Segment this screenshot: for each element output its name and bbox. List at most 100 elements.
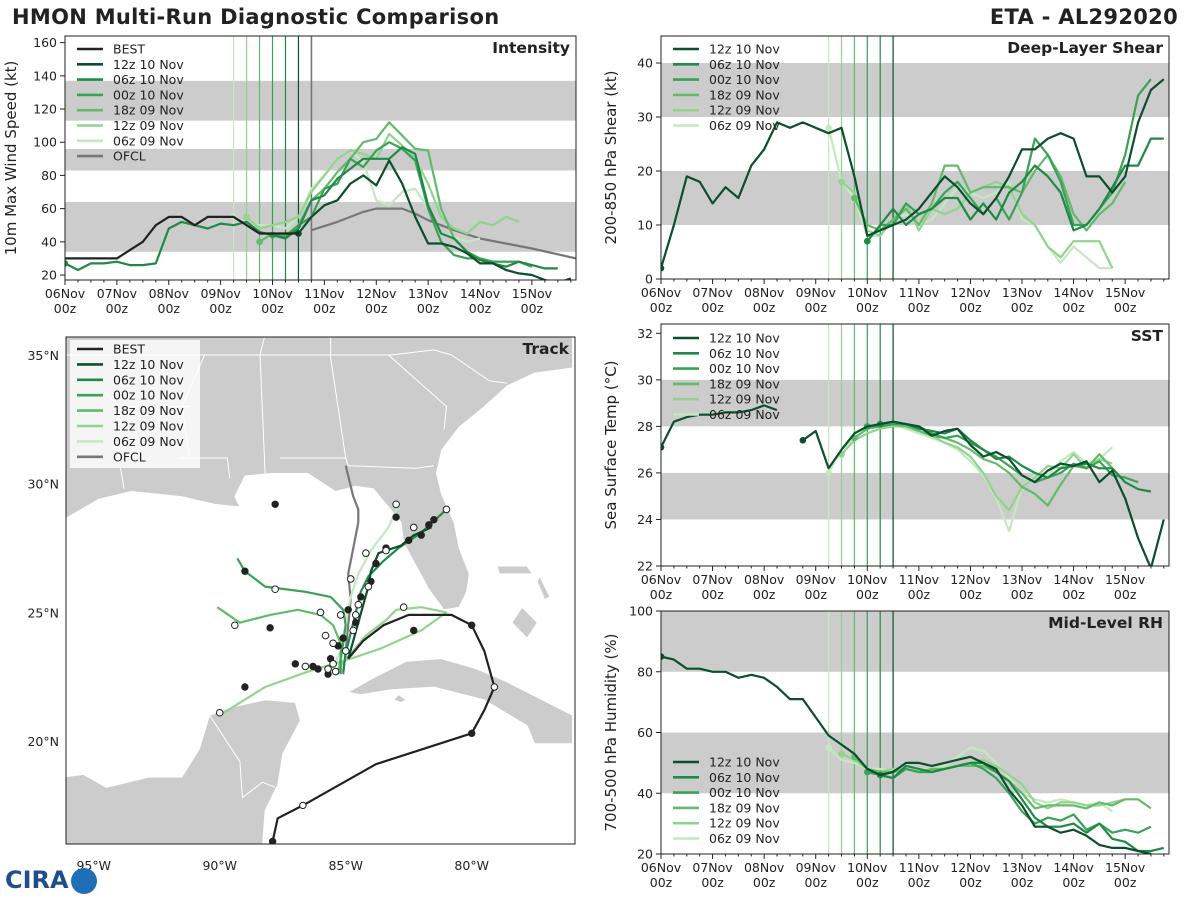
shear-x-tick-sublabel: 00z	[650, 300, 673, 315]
forecast-point-filled	[425, 521, 433, 529]
forecast-point-open	[346, 575, 355, 583]
track-legend-label: 06z 09 Nov	[113, 434, 184, 449]
shear-init-point-12z-09-nov	[838, 178, 845, 186]
track-frame	[65, 336, 576, 845]
forecast-point-filled	[352, 618, 360, 627]
state-border-fl	[280, 457, 434, 469]
belize-border	[242, 781, 276, 799]
cuba-landmass	[347, 658, 573, 745]
intensity-y-tick-label: 40	[41, 234, 57, 249]
forecast-point-open	[316, 608, 325, 617]
sst-x-tick-label: 12Nov	[950, 572, 991, 587]
sst-legend-label: 00z 10 Nov	[709, 361, 780, 376]
shear-x-tick-label: 11Nov	[899, 285, 940, 300]
forecast-point-filled	[417, 531, 425, 539]
shear-series-12z-10-nov	[661, 78, 1165, 269]
track-x-tick-label: 90°W	[202, 858, 237, 873]
rh-init-point-12z-09-nov	[838, 750, 845, 758]
rh-y-tick-label: 80	[637, 664, 653, 679]
sst-legend-label: 12z 10 Nov	[709, 331, 780, 346]
rh-series-12z-10-nov	[661, 655, 1152, 854]
sst-x-tick-sublabel: 00z	[650, 587, 673, 602]
forecast-point-open	[336, 611, 345, 619]
cira-logo-text: CIRA	[5, 866, 69, 894]
track-y-tick-label: 30°N	[27, 477, 59, 492]
intensity-x-tick-sublabel: 00z	[209, 301, 232, 316]
shear-x-tick-sublabel: 00z	[856, 300, 879, 315]
rh-x-tick-sublabel: 00z	[650, 875, 673, 890]
forecast-point-open	[321, 631, 330, 640]
rh-x-tick-label: 06Nov	[641, 860, 682, 875]
track-panel-title: Track	[523, 340, 570, 358]
track-y-tick-label: 35°N	[27, 348, 59, 363]
intensity-x-tick-label: 12Nov	[356, 286, 397, 301]
rh-x-tick-label: 11Nov	[899, 860, 940, 875]
intensity-legend-label: 18z 09 Nov	[113, 103, 184, 118]
sst-y-tick-label: 26	[637, 465, 653, 480]
track-legend-label: 18z 09 Nov	[113, 403, 184, 418]
sst-x-tick-label: 09Nov	[796, 572, 837, 587]
forecast-point-filled	[392, 513, 400, 521]
sst-plot-area	[661, 324, 1169, 566]
track-y-tick-label: 25°N	[27, 605, 59, 620]
forecast-point-open	[341, 647, 350, 655]
shear-init-point-06z-10-nov	[863, 237, 871, 245]
forecast-point-filled	[241, 567, 249, 575]
rh-x-tick-label: 07Nov	[692, 860, 733, 875]
sst-legend-label: 06z 09 Nov	[709, 407, 780, 422]
intensity-y-axis-label: 10m Max Wind Speed (kt)	[2, 61, 20, 256]
intensity-x-tick-label: 06Nov	[45, 286, 86, 301]
sst-x-tick-sublabel: 00z	[753, 587, 776, 602]
intensity-x-tick-sublabel: 00z	[313, 301, 336, 316]
intensity-init-point-12z-09-nov	[243, 213, 250, 221]
shear-x-tick-sublabel: 00z	[959, 300, 982, 315]
isla-juventud	[392, 694, 407, 703]
shear-legend-label: 06z 10 Nov	[709, 57, 780, 72]
track-legend-label: 06z 10 Nov	[113, 372, 184, 387]
figure-title: HMON Multi-Run Diagnostic Comparison	[12, 5, 500, 29]
forecast-point-open	[392, 500, 400, 509]
forecast-point-open	[354, 600, 363, 609]
track-legend-bg	[70, 340, 200, 468]
intensity-y-tick-label: 100	[33, 135, 57, 150]
rh-init-point-12z-10-nov	[661, 653, 665, 660]
best-track-point	[268, 837, 277, 844]
sst-y-axis-label: Sea Surface Temp (°C)	[602, 360, 620, 529]
forecast-point-open	[351, 611, 360, 619]
track-legend-label: OFCL	[113, 449, 146, 464]
intensity-y-tick-label: 60	[41, 201, 57, 216]
forecast-point-open	[231, 621, 239, 630]
sst-x-tick-sublabel: 00z	[804, 587, 827, 602]
intensity-panel: 06Nov00z07Nov00z08Nov00z09Nov00z10Nov00z…	[2, 35, 577, 316]
sst-legend-label: 06z 10 Nov	[709, 346, 780, 361]
track-y-tick-label: 20°N	[27, 734, 59, 749]
sst-shaded-band	[661, 472, 1169, 520]
shear-x-tick-sublabel: 00z	[1011, 300, 1034, 315]
sst-panel: 06Nov00z07Nov00z08Nov00z09Nov00z10Nov00z…	[602, 323, 1170, 602]
sst-x-tick-sublabel: 00z	[1114, 587, 1137, 602]
intensity-x-tick-label: 11Nov	[304, 286, 345, 301]
intensity-x-tick-sublabel: 00z	[261, 301, 284, 316]
sst-x-tick-label: 11Nov	[899, 572, 940, 587]
forecast-point-open	[364, 582, 373, 591]
sst-init-point-06z-09-nov	[825, 469, 832, 477]
sst-panel-title: SST	[1131, 327, 1164, 345]
sst-legend-label: 12z 09 Nov	[709, 392, 780, 407]
grand-bahama-island	[496, 565, 533, 575]
rh-x-tick-sublabel: 00z	[804, 875, 827, 890]
sst-x-tick-label: 07Nov	[692, 572, 733, 587]
intensity-frame	[64, 35, 577, 281]
rh-panel: 06Nov00z07Nov00z08Nov00z09Nov00z10Nov00z…	[602, 605, 1170, 890]
forecast-point-open	[324, 665, 332, 673]
intensity-series-ofcl	[311, 207, 576, 260]
shear-frame	[660, 35, 1170, 280]
intensity-x-tick-sublabel: 00z	[521, 301, 544, 316]
rh-x-tick-label: 12Nov	[950, 860, 991, 875]
sst-x-tick-sublabel: 00z	[1011, 587, 1034, 602]
rh-x-tick-label: 09Nov	[796, 860, 837, 875]
rh-y-tick-label: 100	[629, 605, 653, 619]
track-x-tick-label: 85°W	[328, 858, 363, 873]
intensity-panel-title: Intensity	[492, 39, 570, 57]
intensity-y-tick-label: 80	[41, 168, 57, 183]
rh-legend-label: 06z 10 Nov	[709, 770, 780, 785]
